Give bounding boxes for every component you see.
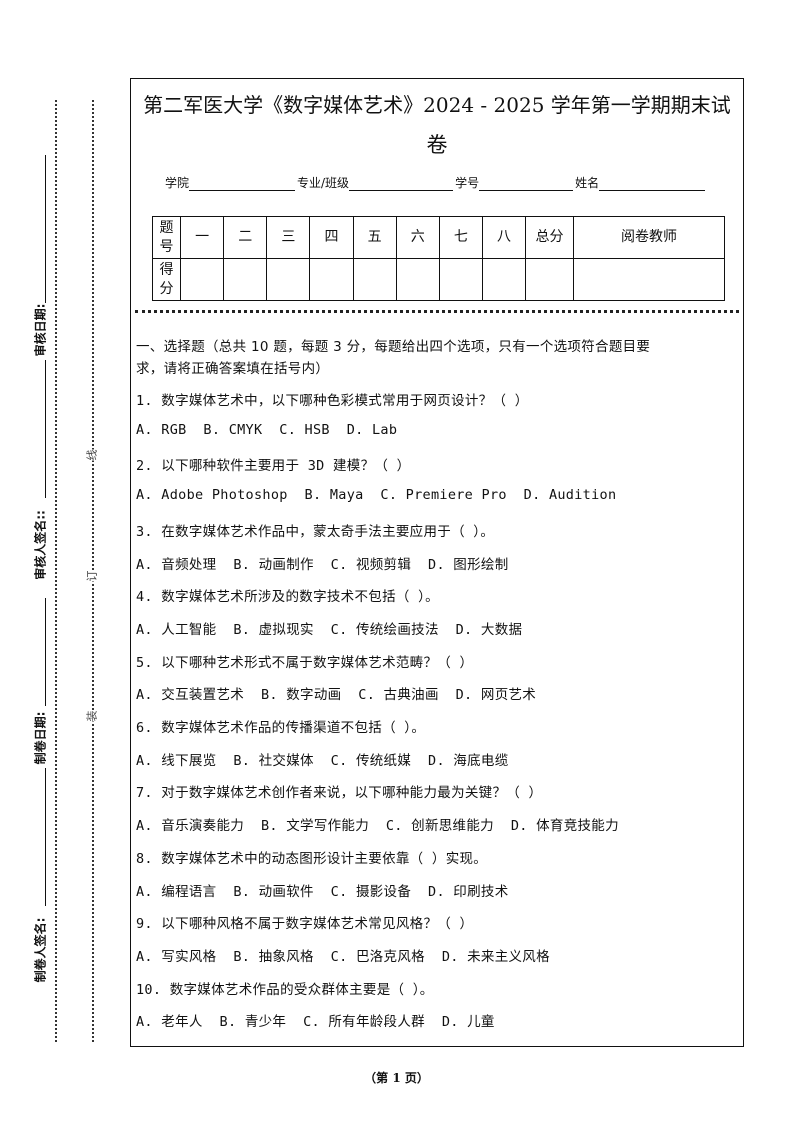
field-label-college: 学院 bbox=[165, 176, 190, 190]
signature-line bbox=[45, 768, 46, 906]
col-6: 六 bbox=[395, 216, 440, 259]
question-text: 2. 以下哪种软件主要用于 3D 建模？（ ） bbox=[136, 458, 411, 475]
col-1: 一 bbox=[179, 216, 225, 259]
question-options: A. 写实风格 B. 抽象风格 C. 巴洛克风格 D. 未来主义风格 bbox=[136, 948, 550, 965]
question-options: A. 人工智能 B. 虚拟现实 C. 传统绘画技法 D. 大数据 bbox=[136, 621, 523, 638]
score-cell[interactable] bbox=[223, 258, 268, 301]
question-text: 8. 数字媒体艺术中的动态图形设计主要依靠（ ）实现。 bbox=[136, 850, 488, 867]
score-cell[interactable] bbox=[266, 258, 311, 301]
col-7: 七 bbox=[438, 216, 483, 259]
exam-frame: 第二军医大学《数字媒体艺术》2024 - 2025 学年第一学期期末试 卷 学院… bbox=[130, 78, 744, 1047]
score-table-score-row: 得分 bbox=[152, 258, 725, 301]
col-8: 八 bbox=[481, 216, 527, 259]
field-label-major-class: 专业/班级 bbox=[297, 176, 350, 190]
question-options: A. RGB B. CMYK C. HSB D. Lab bbox=[136, 421, 398, 438]
question-options: A. 交互装置艺术 B. 数字动画 C. 古典油画 D. 网页艺术 bbox=[136, 687, 537, 704]
score-cell[interactable] bbox=[438, 258, 483, 301]
row-label-question-no: 题号 bbox=[152, 216, 181, 259]
score-cell[interactable] bbox=[309, 258, 354, 301]
question-text: 5. 以下哪种艺术形式不属于数字媒体艺术范畴？（ ） bbox=[136, 654, 474, 671]
col-grader: 阅卷教师 bbox=[573, 216, 725, 259]
section-heading: 一、选择题（总共 10 题，每题 3 分，每题给出四个选项，只有一个选项符合题目… bbox=[136, 339, 651, 355]
signature-line bbox=[45, 360, 46, 498]
major-class-field[interactable] bbox=[349, 178, 454, 191]
col-total: 总分 bbox=[525, 216, 574, 259]
col-2: 二 bbox=[223, 216, 268, 259]
question-options: A. 音乐演奏能力 B. 文学写作能力 C. 创新思维能力 D. 体育竞技能力 bbox=[136, 818, 619, 835]
score-cell-grader[interactable] bbox=[573, 258, 725, 301]
col-3: 三 bbox=[266, 216, 311, 259]
question-text: 7. 对于数字媒体艺术创作者来说，以下哪种能力最为关键？（ ） bbox=[136, 785, 543, 802]
exam-title: 第二军医大学《数字媒体艺术》2024 - 2025 学年第一学期期末试 bbox=[143, 93, 731, 117]
page-number: （第 1 页） bbox=[364, 1071, 429, 1085]
section-heading-continued: 求，请将正确答案填在括号内） bbox=[136, 361, 330, 377]
question-text: 10. 数字媒体艺术作品的受众群体主要是（ ）。 bbox=[136, 981, 434, 998]
signature-line bbox=[45, 155, 46, 303]
margin-dotted-line bbox=[55, 100, 57, 1042]
question-text: 6. 数字媒体艺术作品的传播渠道不包括（ ）。 bbox=[136, 720, 426, 736]
score-cell[interactable] bbox=[179, 258, 225, 301]
binding-mark-staple: 订 bbox=[82, 570, 101, 582]
paper-maker-signature-label: 制卷人签名: bbox=[33, 917, 48, 983]
question-options: A. 线下展览 B. 社交媒体 C. 传统纸媒 D. 海底电缆 bbox=[136, 752, 509, 769]
score-table: 题号 一 二 三 四 五 六 七 八 总分 阅卷教师 得分 bbox=[152, 216, 725, 301]
col-5: 五 bbox=[352, 216, 397, 259]
binding-mark-line: 线 bbox=[82, 449, 101, 461]
row-label-score: 得分 bbox=[152, 258, 181, 301]
signature-line bbox=[45, 598, 46, 706]
question-options: A. Adobe Photoshop B. Maya C. Premiere P… bbox=[136, 487, 617, 504]
col-4: 四 bbox=[309, 216, 354, 259]
question-options: A. 音频处理 B. 动画制作 C. 视频剪辑 D. 图形绘制 bbox=[136, 556, 509, 573]
question-text: 9. 以下哪种风格不属于数字媒体艺术常见风格？（ ） bbox=[136, 916, 474, 933]
student-info-fields: 学院 专业/班级 学号 姓名 bbox=[165, 174, 707, 191]
review-date-label: 审核日期: bbox=[33, 303, 48, 357]
score-cell[interactable] bbox=[481, 258, 527, 301]
field-label-name: 姓名 bbox=[575, 176, 600, 190]
question-text: 3. 在数字媒体艺术作品中，蒙太奇手法主要应用于（ ）。 bbox=[136, 523, 495, 540]
score-cell[interactable] bbox=[395, 258, 440, 301]
exam-title-continued: 卷 bbox=[426, 133, 448, 157]
score-cell-total[interactable] bbox=[525, 258, 574, 301]
field-label-student-id: 学号 bbox=[455, 176, 480, 190]
student-id-field[interactable] bbox=[479, 178, 574, 191]
score-cell[interactable] bbox=[352, 258, 397, 301]
question-text: 4. 数字媒体艺术所涉及的数字技术不包括（ ）。 bbox=[136, 589, 439, 606]
college-field[interactable] bbox=[189, 178, 296, 191]
name-field[interactable] bbox=[599, 178, 706, 191]
question-options: A. 老年人 B. 青少年 C. 所有年龄段人群 D. 儿童 bbox=[136, 1014, 495, 1031]
question-text: 1. 数字媒体艺术中，以下哪种色彩模式常用于网页设计？（ ） bbox=[136, 393, 529, 409]
question-options: A. 编程语言 B. 动画软件 C. 摄影设备 D. 印刷技术 bbox=[136, 883, 509, 900]
paper-date-label: 制卷日期: bbox=[33, 711, 48, 765]
dotted-divider bbox=[135, 310, 739, 313]
score-table-header-row: 题号 一 二 三 四 五 六 七 八 总分 阅卷教师 bbox=[152, 216, 725, 259]
binding-mark-bind: 装 bbox=[82, 710, 101, 722]
reviewer-signature-label: 审核人签名:: bbox=[33, 510, 48, 580]
